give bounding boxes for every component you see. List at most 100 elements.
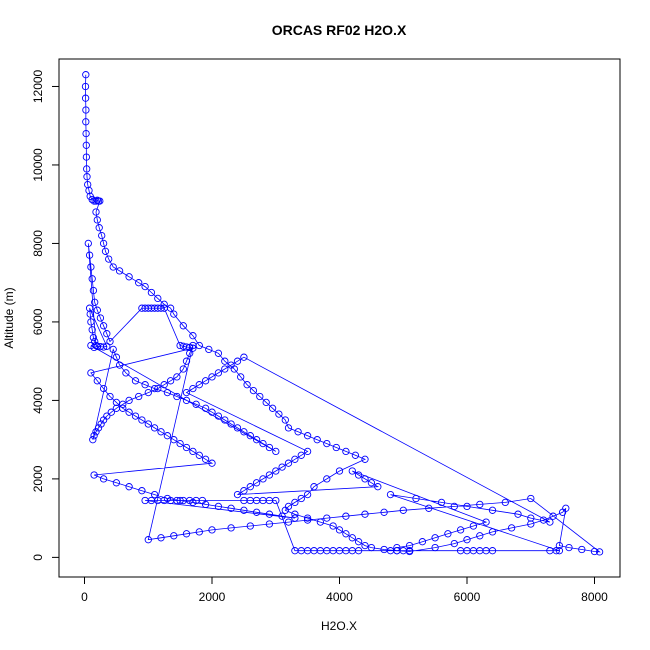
y-axis-label: Altitude (m) [2,287,16,348]
x-axis: 0 2000 4000 6000 8000 [81,576,608,604]
data-point [115,267,124,275]
data-point [157,428,165,436]
data-point [265,471,274,479]
data-point [89,286,98,295]
y-tick-label: 2000 [31,465,45,492]
data-point [189,344,197,352]
data-point [303,514,312,522]
data-point [92,197,100,205]
data-point [95,224,103,232]
data-point [135,392,143,401]
data-point [297,451,305,459]
data-point [310,483,318,491]
data-point [463,502,471,511]
data-point [90,432,98,440]
data-point [82,153,91,161]
data-point [125,273,133,281]
data-point [240,428,248,436]
data-point [291,510,299,518]
data-point [201,377,210,385]
data-point [189,332,197,340]
data-point [125,483,133,491]
data-point [125,396,133,405]
data-point [405,547,414,555]
data-point [112,479,121,487]
data-point [214,349,223,357]
data-point [115,361,124,369]
data-point [195,381,203,389]
data-point [99,416,108,424]
data-point [281,506,289,514]
data-point [354,538,363,546]
data-point [252,436,261,444]
chart-title: ORCAS RF02 H2O.X [272,22,407,38]
data-point [101,247,110,255]
data-point [450,539,458,548]
data-point [501,498,509,507]
data-point [233,490,242,499]
data-point [166,377,175,385]
data-point [173,373,181,381]
data-point [527,494,535,503]
data-point [186,349,194,357]
data-point [272,467,280,475]
data-point [214,502,223,511]
data-point [150,490,159,499]
data-point [562,504,570,512]
data-point [179,365,187,373]
data-point [323,475,331,483]
series-line [85,74,601,553]
data-point [221,365,229,373]
data-point [96,314,105,322]
x-tick-label: 2000 [199,590,226,604]
data-point [590,547,599,556]
data-point [88,275,96,283]
data-point [578,545,586,554]
data-point [92,208,100,216]
data-point [99,343,108,351]
data-point [361,541,369,550]
data-point [303,447,312,456]
data-point [240,353,248,361]
data-point [527,514,535,522]
y-tick-label: 0 [31,554,45,561]
data-point [82,129,90,138]
data-point [109,345,117,354]
data-point [92,341,100,350]
data-point [170,436,178,444]
data-point [106,392,114,401]
data-point [198,496,207,505]
data-point [87,318,95,326]
data-point [106,337,114,346]
data-point [555,547,564,555]
data-point [323,439,331,448]
data-point [179,322,187,330]
data-point [469,522,478,530]
data-point [87,263,95,271]
plot-frame [58,58,621,578]
data-point [332,443,340,452]
data-point [437,498,446,507]
data-point [170,532,178,540]
data-point [170,310,178,318]
data-point [99,322,108,330]
data-point [227,420,235,428]
data-point [240,506,248,514]
data-point [109,263,117,271]
x-tick-label: 8000 [581,590,608,604]
data-point [342,447,350,456]
data-point [98,231,106,240]
data-point [92,428,100,436]
data-point [154,384,162,393]
data-point [103,330,111,338]
data-point [135,279,143,287]
data-point [297,494,305,503]
data-point [214,369,223,377]
data-point [265,510,274,518]
x-tick-label: 6000 [454,590,481,604]
data-point [201,455,210,463]
y-tick-label: 10000 [31,148,45,182]
data-point [97,420,105,428]
data-point [565,543,573,552]
